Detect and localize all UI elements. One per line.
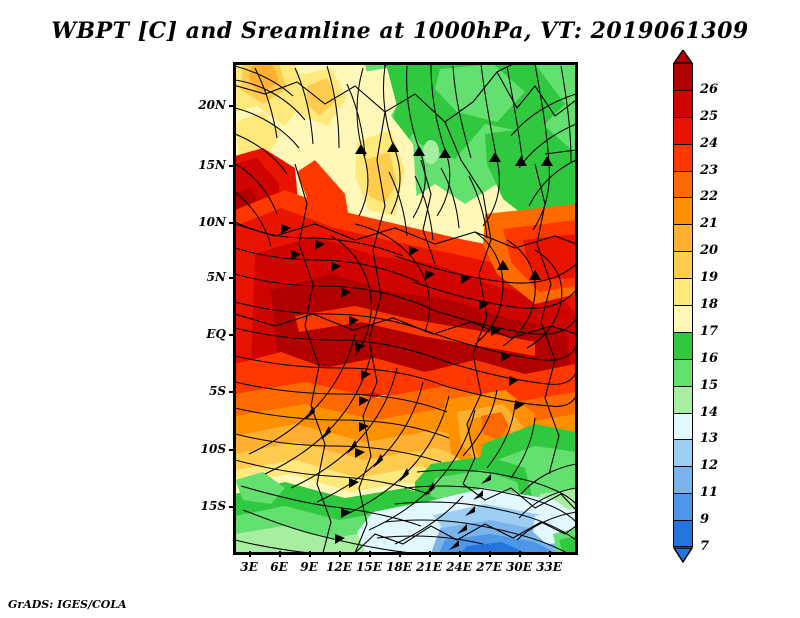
- colorbar-band: [673, 197, 693, 225]
- x-axis-label: 27E: [476, 560, 502, 574]
- x-axis-tick: [369, 551, 371, 557]
- colorbar-band: [673, 358, 693, 386]
- colorbar-band: [673, 385, 693, 413]
- coastline-layer: [235, 64, 576, 553]
- x-axis-tick: [429, 551, 431, 557]
- x-axis-label: 3E: [240, 560, 258, 574]
- x-axis-label: 15E: [356, 560, 382, 574]
- colorbar: 26 25 24 23 22 21 20 19 18 17 16 15 14 13 12 11 9 7: [673, 50, 718, 563]
- colorbar-bottom-arrow: [673, 547, 693, 563]
- map-svg: [235, 64, 576, 553]
- x-axis-tick: [279, 551, 281, 557]
- colorbar-tick-label: 7: [700, 539, 710, 554]
- y-axis-tick: [229, 277, 235, 279]
- y-axis-label: EQ: [206, 327, 226, 341]
- colorbar-tick-label: 25: [700, 108, 719, 124]
- colorbar-tick-label: 24: [700, 135, 719, 151]
- colorbar-tick-label: 19: [700, 270, 719, 286]
- y-axis-tick: [229, 222, 235, 224]
- colorbar-tick-label: 26: [700, 81, 719, 97]
- colorbar-band: [673, 466, 693, 494]
- colorbar-band: [673, 63, 693, 90]
- colorbar-tick-label: 15: [700, 377, 719, 393]
- colorbar-tick-label: 13: [700, 431, 719, 447]
- y-axis-tick: [229, 105, 235, 107]
- y-axis-label: 20N: [198, 98, 226, 112]
- x-axis-tick: [249, 551, 251, 557]
- y-axis-label: 10N: [198, 215, 226, 229]
- x-axis-label: 30E: [506, 560, 532, 574]
- y-axis-tick: [229, 165, 235, 167]
- colorbar-band: [673, 143, 693, 171]
- colorbar-band: [673, 493, 693, 521]
- y-axis-label: 5N: [206, 270, 226, 284]
- colorbar-band: [673, 520, 693, 547]
- x-axis-tick: [459, 551, 461, 557]
- x-axis-tick: [339, 551, 341, 557]
- colorbar-tick-label: 14: [700, 404, 719, 420]
- colorbar-band: [673, 89, 693, 117]
- colorbar-tick-label: 12: [700, 458, 719, 474]
- colorbar-tick-label: 21: [700, 216, 719, 232]
- streamline-layer: [235, 64, 576, 553]
- colorbar-band: [673, 305, 693, 332]
- x-axis-label: 18E: [386, 560, 412, 574]
- colorbar-tick-label: 16: [700, 350, 719, 366]
- x-axis-tick: [399, 551, 401, 557]
- colorbar-tick-label: 20: [700, 243, 719, 259]
- x-axis-label: 24E: [446, 560, 472, 574]
- x-axis-tick: [489, 551, 491, 557]
- y-axis-label: 10S: [200, 442, 226, 456]
- y-axis-label: 5S: [208, 384, 226, 398]
- colorbar-band: [673, 331, 693, 359]
- map-plot-area: [233, 62, 578, 555]
- colorbar-band: [673, 412, 693, 440]
- y-axis-tick: [229, 391, 235, 393]
- x-axis-label: 9E: [300, 560, 318, 574]
- y-axis-label: 15N: [198, 158, 226, 172]
- colorbar-band: [673, 278, 693, 305]
- colorbar-tick-label: 18: [700, 297, 719, 312]
- x-axis-tick: [519, 551, 521, 557]
- colorbar-tick-label: 17: [700, 323, 719, 339]
- page-title: WBPT [C] and Sreamline at 1000hPa, VT: 2…: [51, 18, 749, 44]
- x-axis-tick: [309, 551, 311, 557]
- x-axis-label: 6E: [270, 560, 288, 574]
- y-axis-tick: [229, 449, 235, 451]
- colorbar-tick-label: 23: [700, 162, 719, 178]
- colorbar-band: [673, 170, 693, 198]
- x-axis-label: 12E: [326, 560, 352, 574]
- x-axis-label: 33E: [536, 560, 562, 574]
- colorbar-tick-label: 9: [700, 512, 710, 528]
- colorbar-band: [673, 439, 693, 467]
- x-axis-tick: [549, 551, 551, 557]
- colorbar-band: [673, 251, 693, 279]
- y-axis-label: 15S: [200, 499, 226, 513]
- streamline-arrowheads: [281, 142, 553, 550]
- credit-label: GrADS: IGES/COLA: [8, 598, 127, 611]
- colorbar-band: [673, 224, 693, 252]
- colorbar-tick-label: 22: [700, 189, 719, 205]
- colorbar-band: [673, 116, 693, 144]
- y-axis-tick: [229, 334, 235, 336]
- x-axis-label: 21E: [416, 560, 442, 574]
- y-axis-tick: [229, 506, 235, 508]
- colorbar-top-arrow: [673, 50, 693, 64]
- colorbar-tick-label: 11: [700, 485, 719, 501]
